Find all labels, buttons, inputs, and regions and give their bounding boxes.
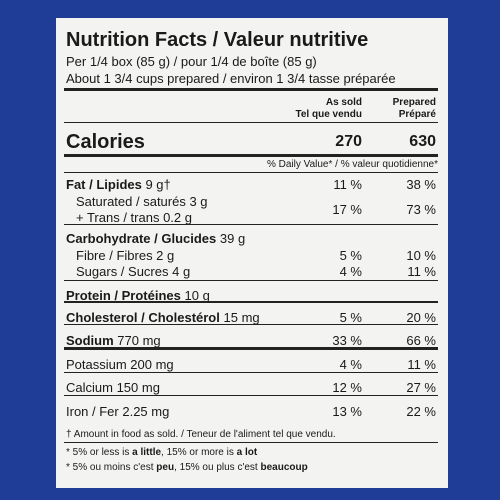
dv-prepared: 38 % [406,177,436,192]
footnote-part: peu [156,462,175,473]
rule [64,172,438,173]
nutrient-row: Fat / Lipides 9 g† [66,178,171,191]
dv-prepared: 73 % [406,202,436,217]
dv-prepared: 11 % [407,357,436,372]
dv-prepared: 27 % [406,380,436,395]
nutrient-row: Sodium 770 mg [66,334,161,347]
nutrient-row: Protein / Protéines 10 g [66,289,210,302]
nutrient-amount: 15 mg [223,310,260,325]
dv-as-sold: 11 % [333,177,362,192]
column-header: Prepared [392,97,436,108]
footnote-part: a lot [236,447,258,458]
nutrient-name: Calcium 150 mg [66,380,160,395]
nutrient-name: Carbohydrate / Glucides [66,231,217,246]
dv-as-sold: 13 % [332,404,362,419]
rule [64,154,438,157]
rule [64,372,438,373]
nutrient-amount: 10 g [184,288,210,303]
dv-as-sold: 12 % [332,380,362,395]
dv-as-sold: 5 % [339,310,362,325]
column-header: As sold [325,97,362,108]
nutrient-name: Sugars / Sucres 4 g [76,264,191,279]
nutrient-row: Iron / Fer 2.25 mg [66,405,169,418]
dv-prepared: 66 % [406,333,436,348]
footnote: * 5% or less is a little, 15% or more is… [66,448,257,458]
nutrient-name: Iron / Fer 2.25 mg [66,404,170,419]
footnote-part: a little [132,447,162,458]
nutrient-name: Potassium 200 mg [66,357,174,372]
nutrient-amount: 9 g† [145,177,171,192]
footnote: * 5% ou moins c'est peu, 15% ou plus c'e… [66,463,308,473]
nutrient-row: Calcium 150 mg [66,381,160,394]
calories-as-sold: 270 [335,133,362,150]
column-header: Tel que vendu [295,109,363,120]
rule [64,324,438,325]
nutrient-row: Carbohydrate / Glucides 39 g [66,232,245,245]
footnote-part: * 5% ou moins c'est [66,462,157,473]
calories-prepared: 630 [409,133,436,150]
rule [64,280,438,281]
dv-header: % Daily Value* / % valeur quotidienne* [266,159,438,170]
rule [64,395,438,396]
footnote-part: , 15% ou plus c'est [174,462,261,473]
nutrient-name: Saturated / saturés 3 g [76,194,208,209]
footnote: † Amount in food as sold. / Teneur de l'… [66,429,336,440]
rule [64,224,438,225]
nutrient-row: Potassium 200 mg [66,358,174,371]
nutrient-name: Cholesterol / Cholestérol [66,310,220,325]
dv-as-sold: 4 % [339,357,362,372]
footnote-part: , 15% or more is [161,447,237,458]
rule [64,122,438,123]
nutrient-amount: + Trans / trans 0.2 g [76,210,192,225]
dv-prepared: 10 % [406,248,436,263]
footnote-part: * 5% or less is [66,447,133,458]
column-header: Préparé [398,109,436,120]
rule [64,347,438,350]
nutrient-name: Sodium [66,333,114,348]
rule [64,442,438,443]
nutrient-name: Fat / Lipides [66,177,142,192]
rule [64,301,438,303]
prepared-note: About 1 3/4 cups prepared / environ 1 3/… [66,71,396,86]
dv-prepared: 11 % [407,264,436,279]
title: Nutrition Facts / Valeur nutritive [66,29,369,51]
dv-as-sold: 4 % [339,264,362,279]
nutrient-row: Saturated / saturés 3 g [76,195,208,208]
nutrition-label: Nutrition Facts / Valeur nutritive Per 1/… [56,18,448,488]
dv-as-sold: 33 % [332,333,362,348]
nutrient-name: Protein / Protéines [66,288,181,303]
footnote-part: beaucoup [260,462,308,473]
nutrient-amount: 770 mg [117,333,161,348]
serving: Per 1/4 box (85 g) / pour 1/4 de boîte (… [66,54,317,69]
nutrient-name: Fibre / Fibres 2 g [76,248,175,263]
dv-as-sold: 5 % [339,248,362,263]
nutrient-row: Sugars / Sucres 4 g [76,265,190,278]
nutrient-row: Cholesterol / Cholestérol 15 mg [66,311,260,324]
dv-as-sold: 17 % [332,202,362,217]
dv-prepared: 22 % [406,404,436,419]
calories-label: Calories [66,131,145,153]
nutrient-row: Fibre / Fibres 2 g [76,249,174,262]
rule [64,88,438,91]
dv-prepared: 20 % [406,310,436,325]
nutrient-amount: 39 g [219,231,246,246]
